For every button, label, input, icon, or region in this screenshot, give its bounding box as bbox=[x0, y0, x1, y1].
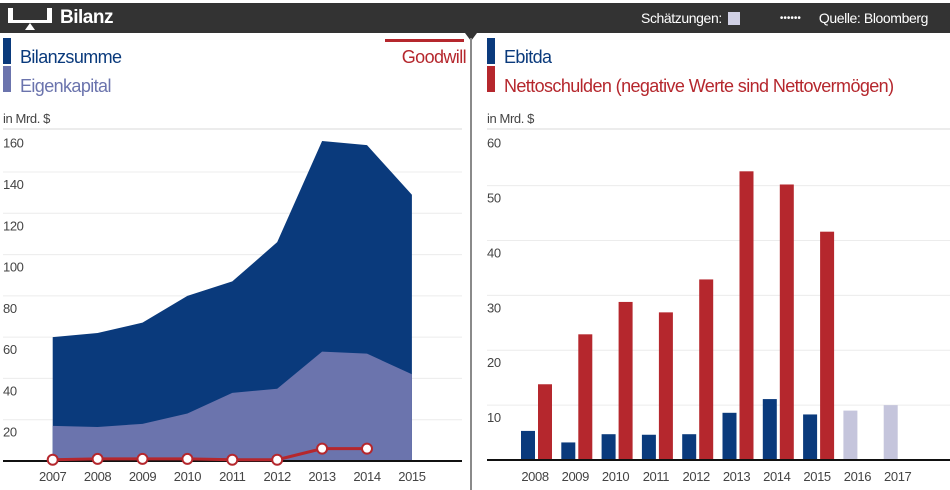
x-tick-label: 2009 bbox=[562, 469, 589, 484]
page-title: Bilanz bbox=[60, 7, 113, 28]
y-tick-label: 50 bbox=[487, 191, 501, 206]
x-tick-label: 2010 bbox=[174, 469, 201, 484]
legend-swatch-goodwill bbox=[385, 39, 464, 42]
x-tick-label: 2010 bbox=[602, 469, 629, 484]
y-tick-label: 100 bbox=[3, 260, 24, 275]
legend-nettoschulden: Nettoschulden (negative Werte sind Netto… bbox=[504, 76, 894, 96]
y-tick-label: 30 bbox=[487, 300, 501, 315]
x-tick-label: 2014 bbox=[353, 469, 380, 484]
point-goodwill bbox=[271, 453, 284, 466]
y-tick-label: 20 bbox=[3, 425, 17, 440]
bar-nettoschulden bbox=[779, 184, 794, 461]
y-tick-label: 140 bbox=[3, 177, 24, 192]
bar-ebitda bbox=[883, 405, 898, 460]
x-tick-label: 2015 bbox=[803, 469, 830, 484]
x-tick-label: 2012 bbox=[264, 469, 291, 484]
bar-ebitda bbox=[641, 434, 656, 460]
bar-ebitda bbox=[561, 442, 576, 460]
bar-nettoschulden bbox=[578, 334, 593, 460]
legend-swatch-nettoschulden bbox=[487, 66, 495, 92]
x-tick-label: 2007 bbox=[39, 469, 66, 484]
dots-icon: •••••• bbox=[779, 12, 801, 24]
x-tick-label: 2011 bbox=[643, 469, 670, 484]
bar-ebitda bbox=[601, 434, 616, 460]
balance-scale-icon bbox=[8, 8, 52, 30]
header-bar: Bilanz Schätzungen: •••••• Quelle: Bloom… bbox=[0, 3, 950, 33]
divider-pointer-icon bbox=[465, 33, 477, 41]
bar-ebitda bbox=[722, 412, 737, 460]
unit-label-right: in Mrd. $ bbox=[487, 111, 534, 126]
legend-swatch-ebitda bbox=[487, 38, 495, 64]
y-tick-label: 10 bbox=[487, 410, 501, 425]
y-tick-label: 80 bbox=[3, 301, 17, 316]
point-goodwill bbox=[361, 442, 373, 455]
legend-goodwill: Goodwill bbox=[401, 47, 467, 67]
panel-divider bbox=[470, 38, 472, 490]
legend-bilanzsumme: Bilanzsumme bbox=[20, 47, 122, 67]
legend-eigenkapital: Eigenkapital bbox=[20, 76, 111, 96]
point-goodwill bbox=[136, 452, 149, 465]
point-goodwill bbox=[316, 442, 329, 455]
unit-label-left: in Mrd. $ bbox=[3, 111, 50, 126]
x-tick-label: 2011 bbox=[219, 469, 246, 484]
bar-nettoschulden bbox=[699, 279, 714, 460]
area-eigenkapital bbox=[52, 351, 412, 461]
y-tick-label: 120 bbox=[3, 218, 24, 233]
x-tick-label: 2013 bbox=[308, 469, 335, 484]
bar-nettoschulden bbox=[538, 384, 552, 460]
bar-nettoschulden bbox=[658, 312, 673, 460]
estimate-swatch bbox=[727, 11, 740, 25]
bar-nettoschulden bbox=[820, 231, 835, 460]
bar-ebitda bbox=[803, 414, 818, 460]
legend-swatch-eigenkapital bbox=[3, 66, 11, 92]
y-tick-label: 160 bbox=[3, 136, 24, 151]
y-tick-label: 60 bbox=[487, 136, 501, 151]
source-label: Quelle: Bloomberg bbox=[818, 10, 929, 26]
x-tick-label: 2017 bbox=[884, 469, 911, 484]
y-tick-label: 60 bbox=[3, 342, 17, 357]
point-goodwill bbox=[91, 452, 104, 465]
x-tick-label: 2014 bbox=[763, 469, 790, 484]
x-tick-label: 2008 bbox=[521, 469, 548, 484]
header-meta: Schätzungen: •••••• Quelle: Bloomberg bbox=[641, 10, 928, 26]
y-tick-label: 20 bbox=[487, 355, 501, 370]
point-goodwill bbox=[46, 453, 59, 466]
x-tick-label: 2013 bbox=[723, 469, 750, 484]
y-tick-label: 40 bbox=[3, 383, 17, 398]
x-tick-label: 2009 bbox=[129, 469, 156, 484]
legend-ebitda: Ebitda bbox=[504, 47, 552, 67]
bar-ebitda bbox=[762, 399, 777, 460]
bar-ebitda bbox=[843, 410, 858, 460]
estimates-label: Schätzungen: bbox=[641, 10, 722, 26]
bar-nettoschulden bbox=[618, 301, 633, 460]
bar-ebitda bbox=[682, 434, 697, 460]
x-tick-label: 2008 bbox=[84, 469, 111, 484]
legend-swatch-bilanzsumme bbox=[3, 38, 11, 64]
point-goodwill bbox=[226, 453, 239, 466]
x-tick-label: 2016 bbox=[844, 469, 871, 484]
bar-nettoschulden bbox=[739, 171, 754, 460]
line-goodwill bbox=[52, 447, 367, 462]
bar-ebitda bbox=[521, 430, 535, 460]
y-tick-label: 40 bbox=[487, 245, 501, 260]
x-tick-label: 2015 bbox=[398, 469, 425, 484]
point-goodwill bbox=[181, 452, 194, 465]
x-tick-label: 2012 bbox=[683, 469, 710, 484]
